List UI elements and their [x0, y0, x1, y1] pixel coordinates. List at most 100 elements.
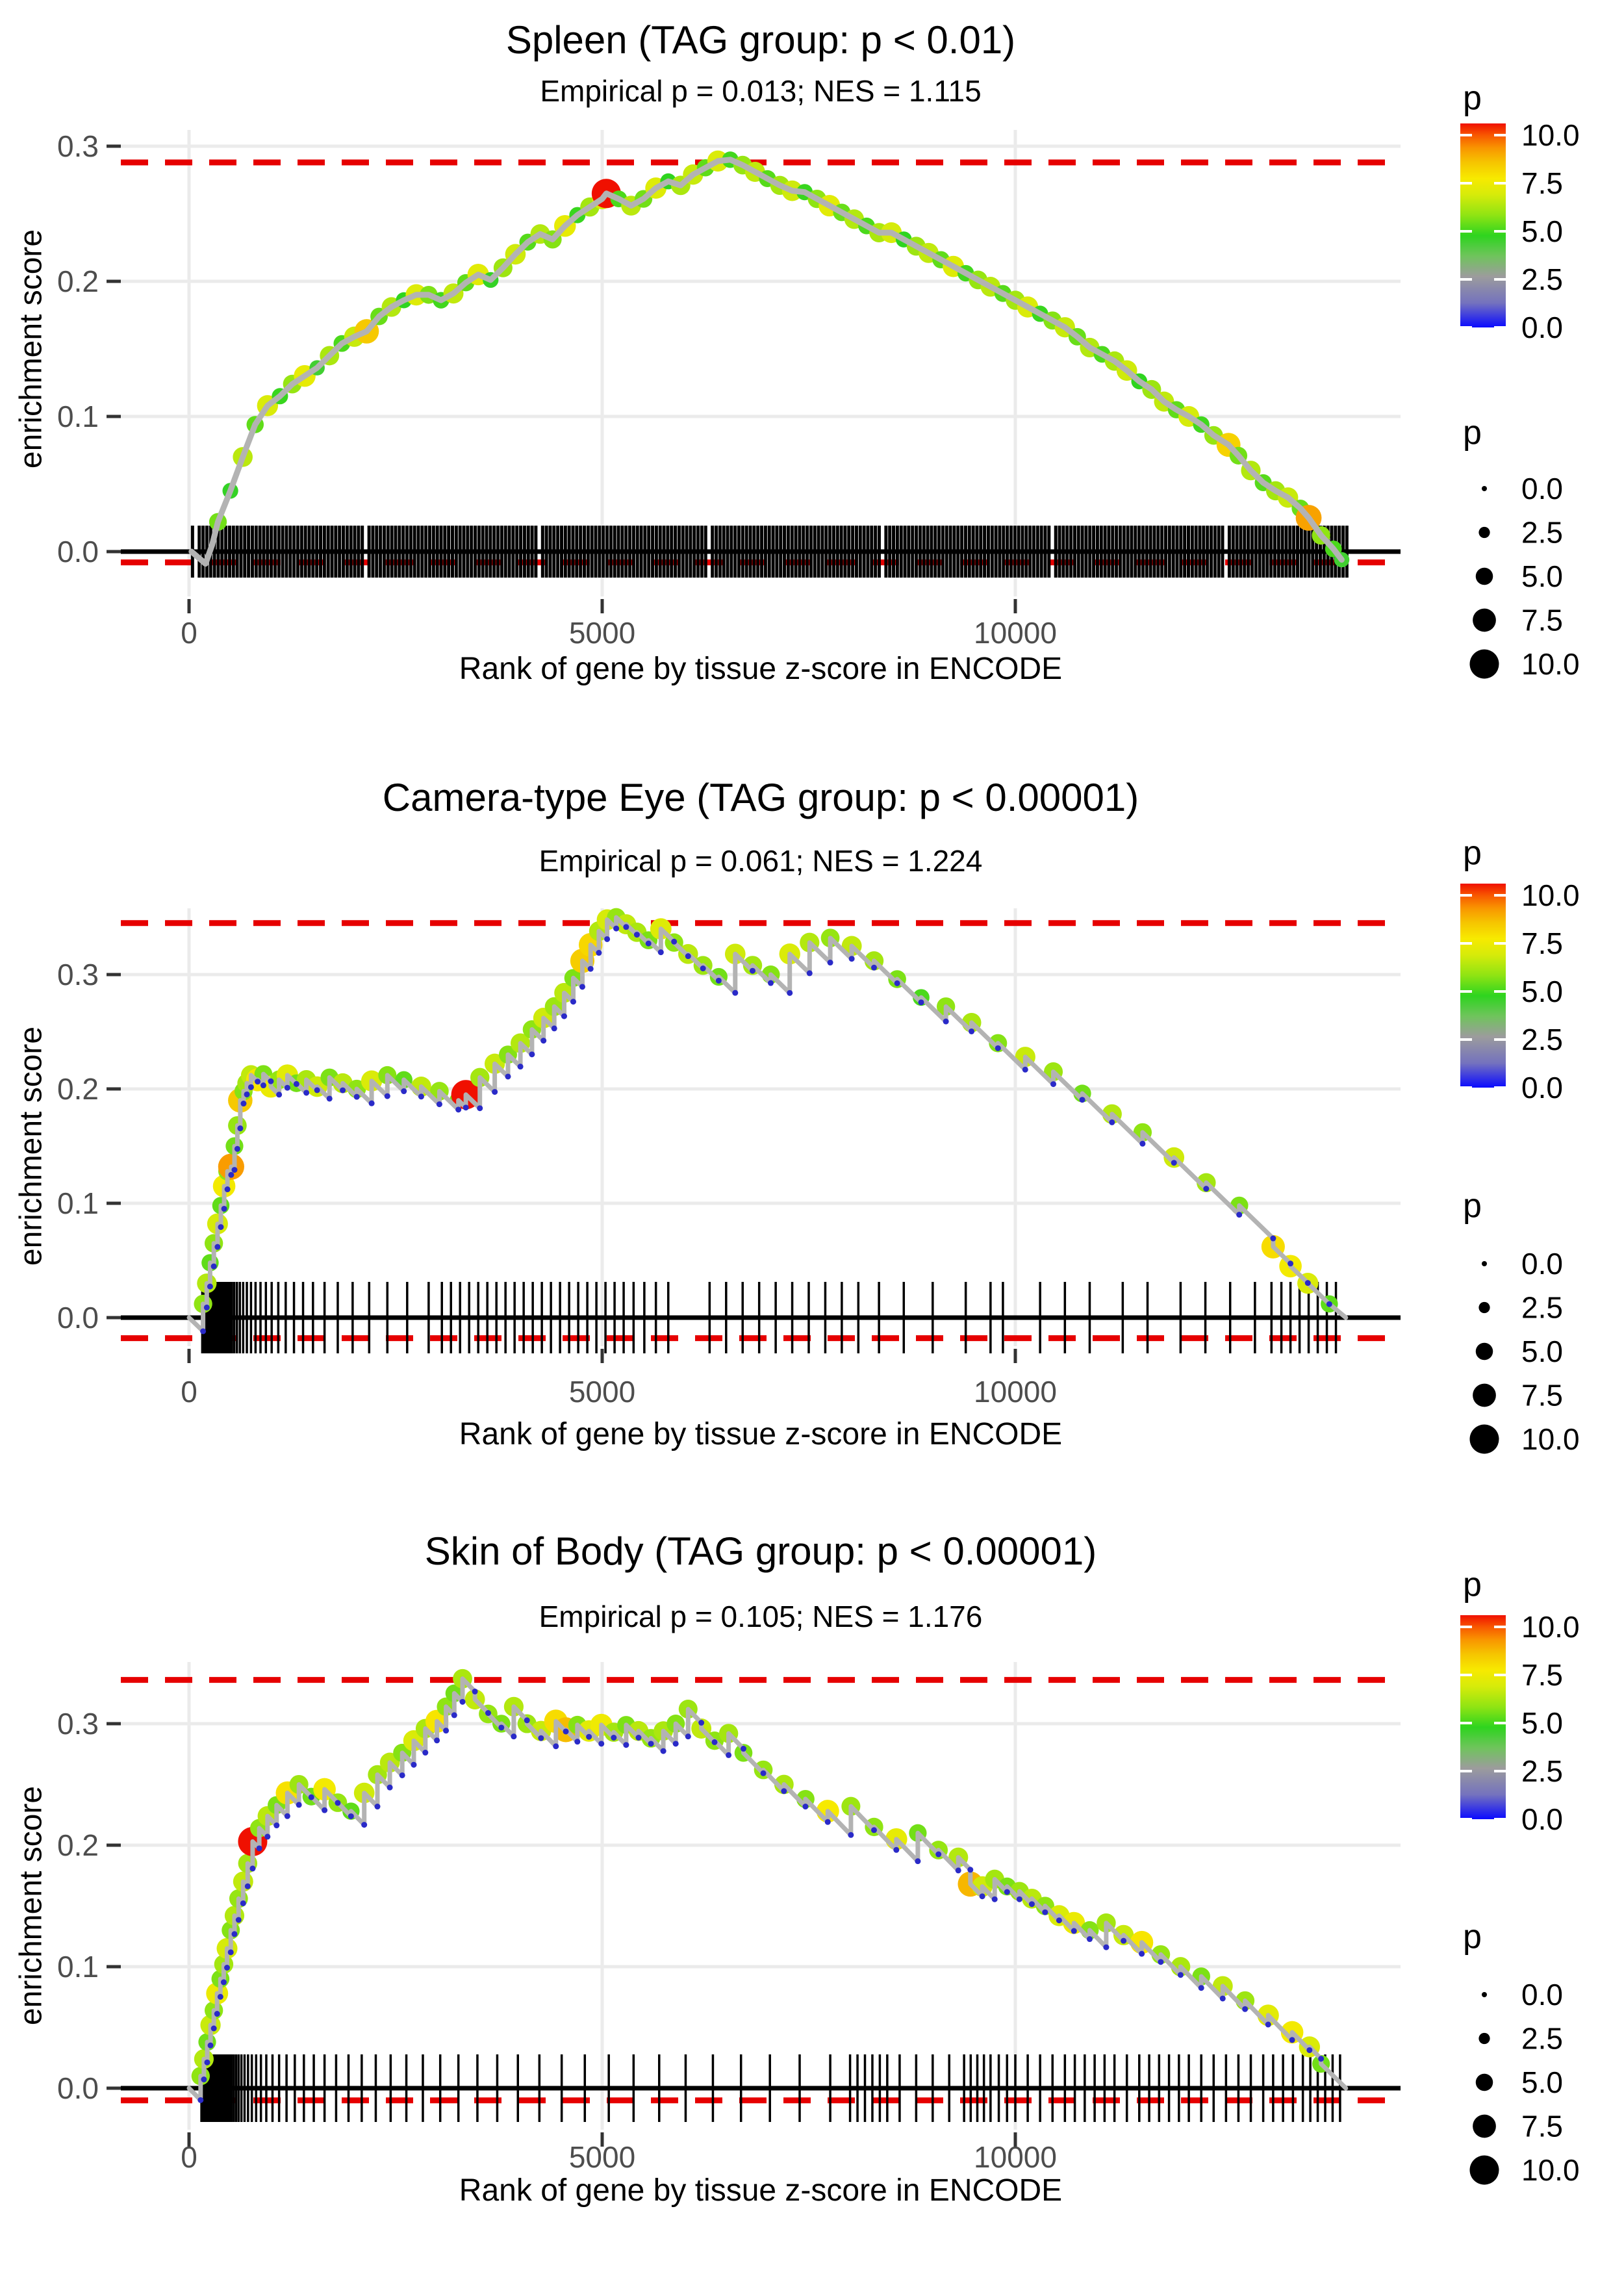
valley-dots [200, 924, 1332, 1335]
y-tick-label: 0.3 [57, 129, 99, 163]
valley-dot [529, 1051, 535, 1058]
valley-dot [802, 1804, 809, 1810]
valley-dot [231, 1167, 238, 1173]
x-tick-label: 10000 [974, 616, 1057, 650]
valley-dot [210, 2025, 217, 2032]
valley-dot [995, 1045, 1001, 1051]
valley-dot [1109, 1119, 1115, 1125]
valley-dot [1139, 1950, 1145, 1957]
valley-dot [1242, 2006, 1249, 2012]
valley-dot [767, 980, 774, 986]
valley-dot [200, 1328, 207, 1335]
valley-dot [201, 2076, 207, 2083]
valley-dot [451, 1712, 457, 1718]
valley-dot [587, 965, 594, 972]
valley-dot [893, 1846, 900, 1853]
valley-dot [700, 965, 706, 971]
panel-2-plot: 0.0 0.1 0.2 0.3 0 5000 10000 p 10.0 7.5 5.0 2.5 0.0 p… [57, 834, 1579, 1456]
valley-dot [1171, 1160, 1177, 1166]
size-legend-dot [1475, 567, 1493, 585]
valley-dot [443, 1728, 450, 1734]
valley-dot [1326, 1301, 1332, 1307]
valley-dot [207, 2042, 214, 2049]
valley-dot [806, 970, 813, 977]
valley-dot [1071, 1928, 1077, 1934]
valley-dot [781, 1788, 787, 1795]
valley-dot [1306, 2047, 1313, 2053]
x-tick-label: 10000 [974, 2140, 1057, 2174]
valley-dot [235, 1917, 242, 1923]
valley-dot [1139, 1140, 1146, 1147]
valley-dot [348, 1813, 354, 1819]
size-legend-label: 10.0 [1521, 647, 1580, 681]
y-tick-label: 0.0 [57, 2071, 99, 2105]
color-legend-label: 10.0 [1521, 1610, 1580, 1644]
valley-dot [361, 1822, 368, 1828]
gene-score-dots [194, 908, 1338, 1314]
valley-dot [540, 1038, 547, 1044]
valley-dot [574, 1739, 581, 1745]
size-legend-label: 2.5 [1521, 1291, 1563, 1325]
valley-dot [870, 964, 877, 971]
valley-dot [1121, 1937, 1127, 1944]
valley-dot [231, 1931, 238, 1937]
gene-score-dots [191, 1668, 1330, 2086]
valley-dot [303, 1090, 310, 1096]
valley-dot [1219, 1995, 1226, 2002]
valley-dot [726, 1752, 732, 1758]
valley-dot [399, 1772, 405, 1778]
valley-dot [635, 1735, 642, 1741]
valley-dot [1177, 1972, 1184, 1978]
size-legend-label: 10.0 [1521, 2153, 1580, 2187]
valley-dot [511, 1733, 517, 1740]
valley-dot [463, 1105, 469, 1111]
valley-dot [411, 1761, 417, 1768]
valley-dot [505, 1073, 511, 1080]
y-tick-label: 0.2 [57, 1072, 99, 1106]
size-legend-label: 7.5 [1521, 2110, 1563, 2143]
size-legend-label: 0.0 [1521, 472, 1563, 505]
size-legend-dot [1469, 649, 1499, 679]
valley-dot [228, 1171, 235, 1178]
size-legend-dot [1482, 486, 1487, 491]
valley-dot [227, 1949, 234, 1956]
color-legend-label: 7.5 [1521, 1658, 1563, 1692]
valley-dot [244, 1091, 250, 1097]
valley-dot [1288, 1260, 1294, 1267]
valley-dot [1265, 2021, 1271, 2028]
color-legend-label: 5.0 [1521, 975, 1563, 1008]
valley-dot [204, 2059, 210, 2065]
valley-dot [1289, 2037, 1295, 2043]
valley-dot [570, 999, 576, 1005]
size-legend-title: p [1463, 1918, 1482, 1956]
valley-dot [220, 1979, 227, 1986]
valley-dot [401, 1088, 407, 1095]
color-legend-label: 7.5 [1521, 166, 1563, 200]
valley-dot [711, 1739, 718, 1745]
running-score-line [186, 1676, 1349, 2102]
color-legend-title: p [1463, 1566, 1482, 1603]
valley-dot [596, 950, 602, 956]
valley-dot [498, 1724, 505, 1731]
valley-dot [517, 1064, 524, 1070]
valley-dot [224, 1186, 231, 1193]
valley-dot [672, 1741, 679, 1747]
running-score-line [188, 157, 1345, 567]
valley-dot [436, 1101, 442, 1108]
valley-dot [715, 977, 722, 984]
panel1-title: Spleen (TAG group: p < 0.01) [505, 18, 1016, 62]
valley-dot [1304, 1280, 1311, 1286]
valley-dot [524, 1717, 530, 1724]
valley-dot [848, 956, 855, 962]
valley-dot [1158, 1959, 1164, 1965]
color-legend-bar [1460, 1615, 1506, 1819]
color-legend-title: p [1463, 834, 1482, 872]
valley-dot [322, 1807, 328, 1813]
x-tick-label: 0 [181, 1375, 197, 1409]
valley-dot [477, 1105, 483, 1112]
y-tick-label: 0.1 [57, 400, 99, 433]
color-legend-label: 0.0 [1521, 1071, 1563, 1105]
color-legend-label: 0.0 [1521, 1802, 1563, 1836]
x-tick-label: 10000 [974, 1375, 1057, 1409]
